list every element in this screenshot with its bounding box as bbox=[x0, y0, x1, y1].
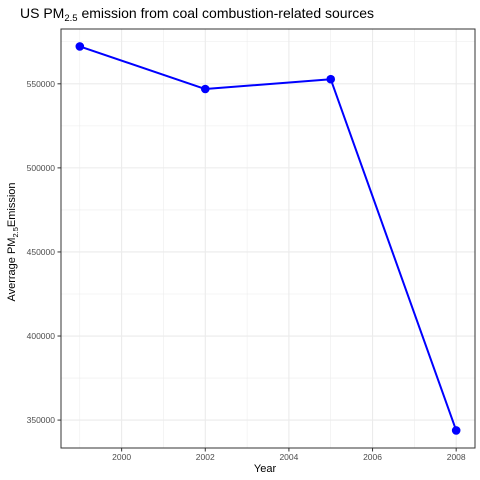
y-tick-label: 400000 bbox=[27, 331, 56, 341]
title-rest: emission from coal combustion-related so… bbox=[77, 5, 375, 21]
x-tick-labels: 2000 2002 2004 2006 2008 bbox=[112, 452, 466, 462]
y-label-main: Averrage PM bbox=[6, 238, 18, 302]
data-point bbox=[451, 426, 461, 435]
axis-ticks bbox=[57, 83, 457, 452]
y-tick-label: 500000 bbox=[27, 163, 56, 173]
x-tick-label: 2006 bbox=[363, 452, 382, 462]
title-main: US PM bbox=[20, 5, 65, 21]
data-point bbox=[200, 84, 210, 94]
data-point bbox=[75, 42, 85, 51]
panel-border bbox=[60, 28, 476, 449]
y-tick-label: 350000 bbox=[27, 415, 56, 425]
grid-minor bbox=[61, 29, 475, 448]
y-axis-label: Averrage PM2.5Emission bbox=[6, 182, 20, 301]
x-tick-label: 2002 bbox=[196, 452, 215, 462]
y-tick-label: 450000 bbox=[27, 247, 56, 257]
chart-title: US PM2.5 emission from coal combustion-r… bbox=[20, 5, 374, 24]
x-axis-label: Year bbox=[254, 463, 277, 475]
grid-major bbox=[61, 29, 475, 448]
x-tick-label: 2004 bbox=[279, 452, 298, 462]
y-label-subscript: 2.5 bbox=[11, 227, 20, 237]
title-subscript: 2.5 bbox=[64, 13, 78, 24]
y-tick-label: 550000 bbox=[27, 79, 56, 89]
series-line bbox=[79, 45, 458, 431]
x-tick-label: 2008 bbox=[447, 452, 466, 462]
y-label-rest: Emission bbox=[6, 182, 18, 227]
y-tick-labels: 350000 400000 450000 500000 550000 bbox=[27, 79, 56, 425]
x-tick-label: 2000 bbox=[112, 452, 131, 462]
series bbox=[75, 42, 461, 435]
data-point bbox=[326, 74, 336, 84]
